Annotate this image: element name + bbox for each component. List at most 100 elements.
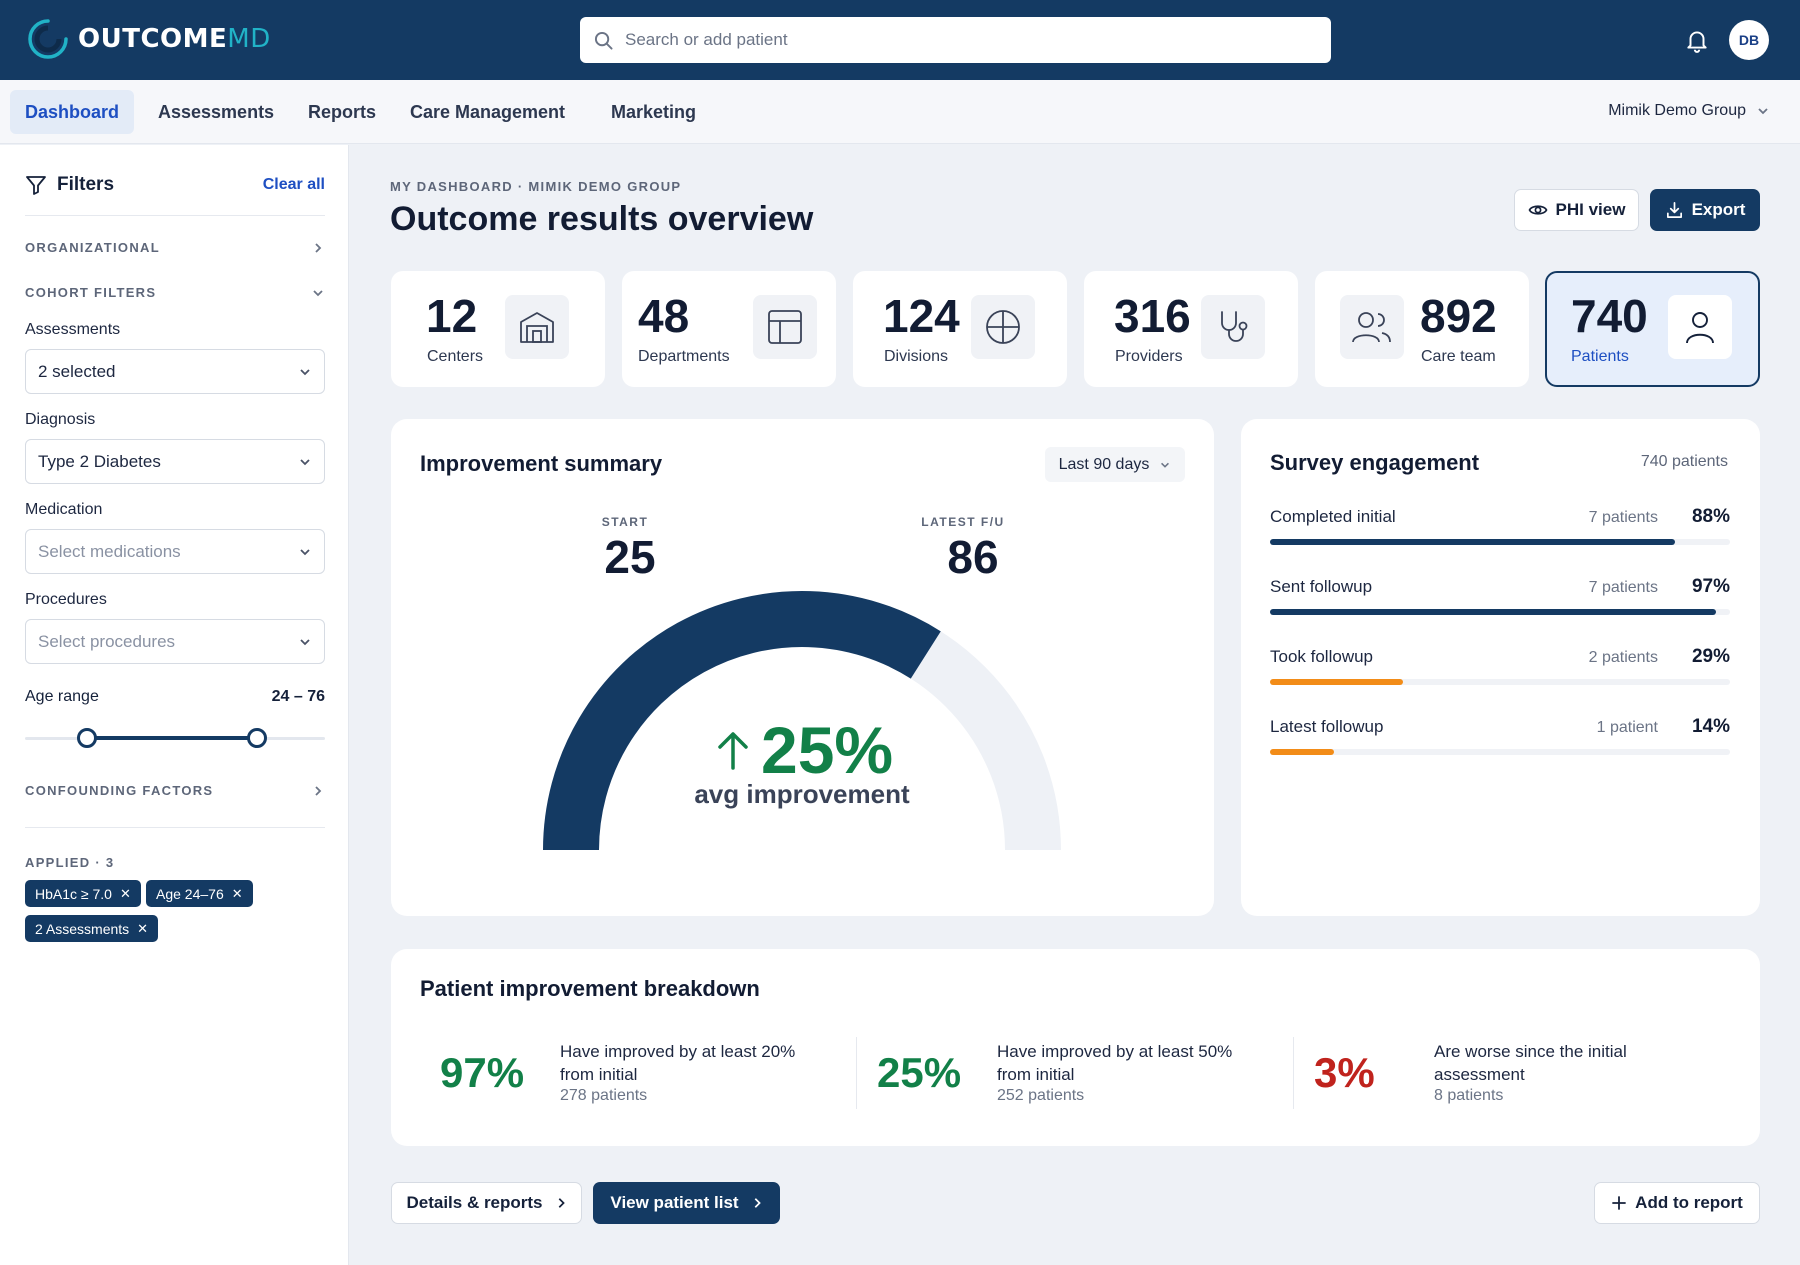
engagement-row-count: 2 patients xyxy=(1588,649,1658,666)
engagement-row-name: Sent followup xyxy=(1270,577,1373,596)
chevron-right-icon xyxy=(558,1198,565,1208)
breakdown-desc: Have improved by at least 50% from initi… xyxy=(997,1042,1233,1084)
details-reports-button[interactable]: Details & reports xyxy=(391,1182,582,1224)
stat-label: Patients xyxy=(1571,348,1629,365)
phi-view-button[interactable]: PHI view xyxy=(1514,189,1639,231)
chevron-down-icon xyxy=(300,368,310,375)
confounding-section[interactable]: CONFOUNDING FACTORS xyxy=(25,783,325,798)
breakdown-pct: 97% xyxy=(440,1049,525,1096)
engagement-bar xyxy=(1270,539,1730,545)
filter-chip[interactable]: HbA1c ≥ 7.0 ✕ xyxy=(25,880,141,907)
engagement-title: Survey engagement xyxy=(1270,450,1480,475)
view-patient-list-button[interactable]: View patient list xyxy=(593,1182,780,1224)
survey-engagement-card xyxy=(1241,419,1760,916)
app-logo[interactable]: OUTCOMEMD xyxy=(26,17,271,61)
chevron-right-icon xyxy=(754,1198,761,1208)
cohort-label: COHORT FILTERS xyxy=(25,285,157,300)
export-button[interactable]: Export xyxy=(1650,189,1760,231)
engagement-row-name: Latest followup xyxy=(1270,717,1384,736)
filters-title: Filters xyxy=(57,174,115,195)
user-avatar[interactable]: DB xyxy=(1729,20,1769,60)
search-bar[interactable] xyxy=(580,17,1331,63)
medication-select[interactable]: Select medications xyxy=(25,529,325,574)
divider xyxy=(25,215,325,216)
clear-all-link[interactable]: Clear all xyxy=(262,176,325,193)
tab-reports[interactable]: Reports xyxy=(308,101,377,122)
stat-card-patients[interactable]: 740 Patients xyxy=(1545,271,1760,387)
stat-value: 740 xyxy=(1571,290,1648,342)
stat-value: 892 xyxy=(1420,290,1497,342)
tab-marketing[interactable]: Marketing xyxy=(611,101,697,122)
slider-thumb-max[interactable] xyxy=(247,728,267,748)
engagement-row-pct: 29% xyxy=(1691,646,1730,667)
group-selector[interactable]: Mimik Demo Group xyxy=(1608,102,1770,120)
export-label: Export xyxy=(1691,200,1746,219)
assessments-select[interactable]: 2 selected xyxy=(25,349,325,394)
stat-card-departments[interactable]: 48 Departments xyxy=(622,271,836,387)
logo-mark-icon xyxy=(28,19,68,59)
start-value: 25 xyxy=(604,531,656,583)
gauge-fill xyxy=(543,591,941,850)
stat-label: Care team xyxy=(1421,348,1496,365)
chevron-down-icon xyxy=(300,458,310,465)
bell-icon[interactable] xyxy=(1684,27,1710,53)
diagnosis-label: Diagnosis xyxy=(25,411,96,428)
procedures-label: Procedures xyxy=(25,591,107,608)
engagement-bar-fill xyxy=(1270,609,1717,615)
chip-label: 2 Assessments xyxy=(35,920,130,937)
breadcrumb: MY DASHBOARD · MIMIK DEMO GROUP xyxy=(390,179,682,194)
stat-card-providers[interactable]: 316 Providers xyxy=(1084,271,1298,387)
group-name: Mimik Demo Group xyxy=(1608,102,1746,119)
stat-card-divisions[interactable]: 124 Divisions xyxy=(853,271,1067,387)
filter-icon xyxy=(26,176,46,195)
engagement-bar-fill xyxy=(1270,749,1335,755)
cohort-section[interactable]: COHORT FILTERS xyxy=(25,285,325,300)
close-icon[interactable]: ✕ xyxy=(137,920,149,936)
period-select[interactable]: Last 90 days xyxy=(1045,447,1185,482)
chevron-right-icon xyxy=(315,242,322,253)
engagement-bar xyxy=(1270,609,1730,615)
stat-value: 124 xyxy=(883,290,960,342)
add-to-report-button[interactable]: Add to report xyxy=(1594,1182,1760,1224)
tab-dashboard[interactable]: Dashboard xyxy=(10,90,135,134)
age-range-label: Age range xyxy=(25,688,99,705)
breakdown-item: 97% Have improved by at least 20% from i… xyxy=(440,1035,840,1110)
breakdown-desc: Are worse since the initial assessment xyxy=(1434,1042,1627,1084)
logo-main-text: OUTCOME xyxy=(78,24,228,54)
top-bar: OUTCOMEMD DB xyxy=(0,0,1800,80)
stat-card-centers[interactable]: 12 Centers xyxy=(391,271,605,387)
filter-chip[interactable]: Age 24–76 ✕ xyxy=(146,880,253,907)
users-icon xyxy=(1340,295,1404,359)
diagnosis-select[interactable]: Type 2 Diabetes xyxy=(25,439,325,484)
organizational-section[interactable]: ORGANIZATIONAL xyxy=(25,240,325,255)
improvement-gauge xyxy=(543,591,1061,850)
breakdown-pct: 3% xyxy=(1314,1049,1375,1096)
tab-assessments[interactable]: Assessments xyxy=(158,101,275,122)
period-value: Last 90 days xyxy=(1058,455,1150,473)
chip-label: Age 24–76 xyxy=(156,885,224,902)
age-range-slider[interactable] xyxy=(25,728,325,748)
stat-card-care-team[interactable]: 892 Care team xyxy=(1315,271,1529,387)
breakdown-pct: 25% xyxy=(877,1049,962,1096)
tab-care-management[interactable]: Care Management xyxy=(410,101,566,122)
chevron-right-icon xyxy=(315,785,322,796)
download-icon xyxy=(1666,201,1682,218)
view-patient-list-label: View patient list xyxy=(610,1193,739,1212)
close-icon[interactable]: ✕ xyxy=(119,885,131,901)
breakdown-sub: 278 patients xyxy=(560,1087,648,1104)
stat-label: Centers xyxy=(427,348,484,365)
latest-value: 86 xyxy=(947,531,999,583)
close-icon[interactable]: ✕ xyxy=(231,885,243,901)
stat-value: 316 xyxy=(1114,290,1191,342)
engagement-row-pct: 88% xyxy=(1691,506,1730,527)
breakdown-card xyxy=(391,949,1760,1146)
chevron-down-icon xyxy=(1758,108,1768,115)
layout-icon xyxy=(753,295,817,359)
divider xyxy=(1293,1037,1294,1109)
stat-label: Departments xyxy=(638,348,730,365)
filter-chip[interactable]: 2 Assessments ✕ xyxy=(25,915,159,942)
breakdown-item: 3% Are worse since the initial assessmen… xyxy=(1314,1035,1734,1110)
search-input[interactable] xyxy=(625,30,1285,50)
procedures-select[interactable]: Select procedures xyxy=(25,619,325,664)
slider-thumb-min[interactable] xyxy=(77,728,97,748)
